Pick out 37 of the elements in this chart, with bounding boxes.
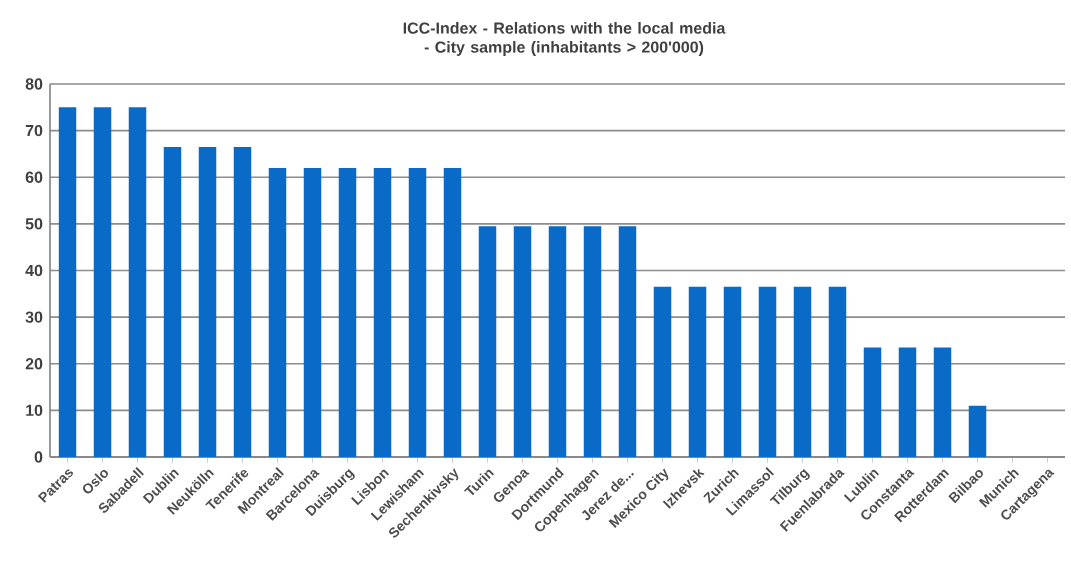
bar <box>198 146 217 457</box>
bar <box>548 226 567 457</box>
bar <box>933 347 952 457</box>
y-tick-label: 70 <box>25 124 43 137</box>
y-tick-label: 60 <box>25 171 43 183</box>
bar <box>93 107 112 457</box>
y-tick-label: 20 <box>25 358 43 370</box>
bar <box>303 167 322 457</box>
bar <box>968 405 987 457</box>
bar <box>443 167 462 457</box>
bar <box>688 286 707 457</box>
bar <box>793 286 812 457</box>
bar <box>478 226 497 457</box>
bar <box>233 146 252 457</box>
y-tick-label: 80 <box>25 78 43 90</box>
bar <box>653 286 672 457</box>
bar <box>128 107 147 457</box>
y-tick-label: 50 <box>25 218 43 230</box>
chart-title: ICC-Index - Relations with the local media - City sample (inhabitants > 200'000) <box>403 22 726 56</box>
bar <box>758 286 777 457</box>
bar <box>583 226 602 457</box>
bar <box>898 347 917 457</box>
bar <box>513 226 532 457</box>
bar <box>338 167 357 457</box>
bar <box>408 167 427 457</box>
bar <box>723 286 742 457</box>
bar <box>863 347 882 457</box>
bar <box>58 107 77 457</box>
y-tick-label: 0 <box>34 451 43 463</box>
bar <box>373 167 392 457</box>
y-tick-label: 10 <box>26 404 43 417</box>
bar <box>163 146 182 457</box>
bar <box>828 286 847 457</box>
bar <box>268 167 287 457</box>
y-tick-label: 30 <box>25 311 43 323</box>
bar <box>618 226 637 457</box>
y-tick-label: 40 <box>25 264 43 277</box>
